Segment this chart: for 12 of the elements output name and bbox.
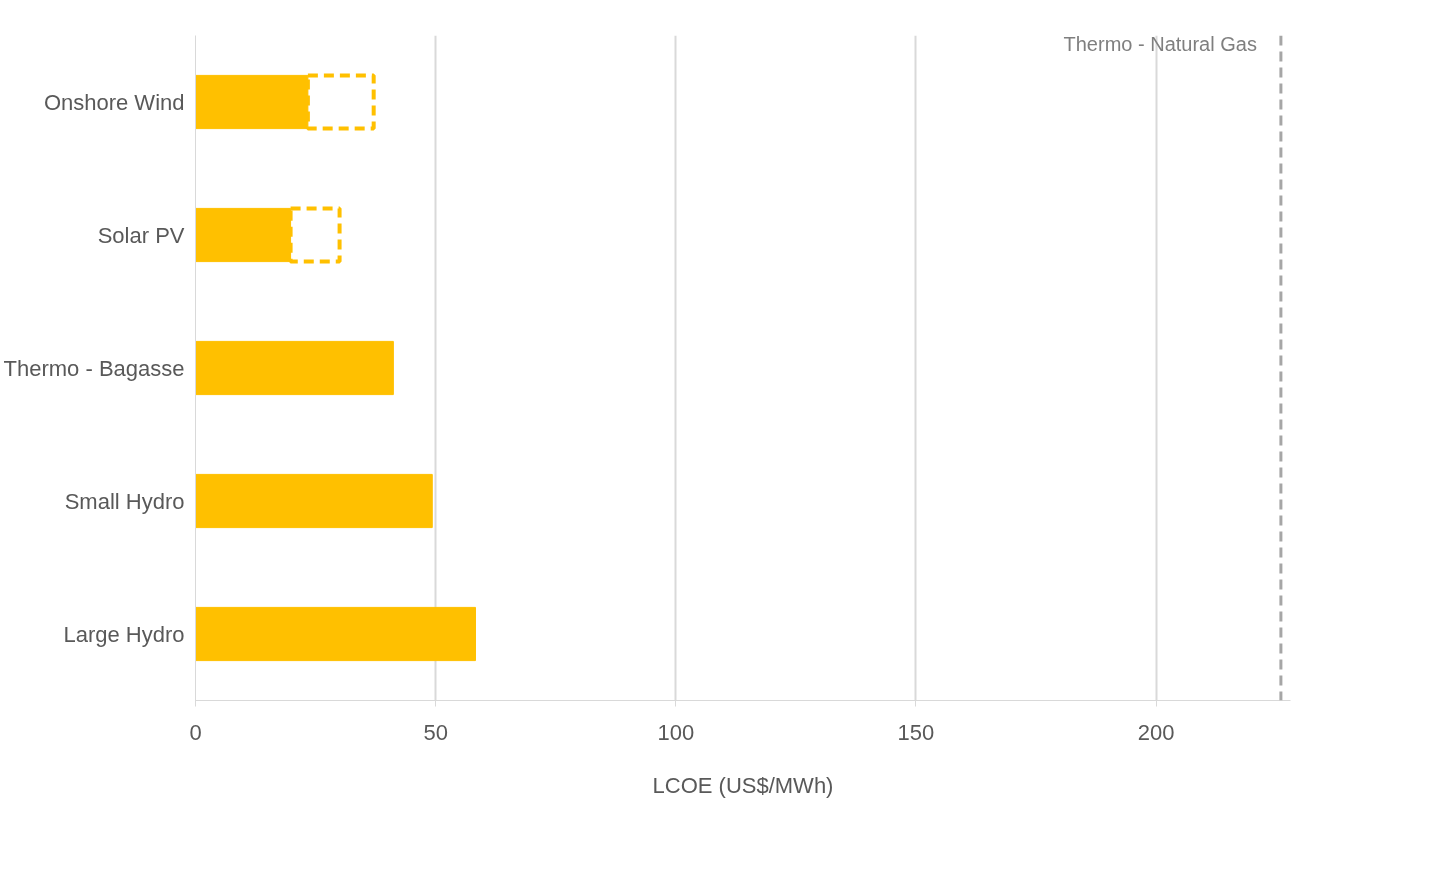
- y-tick-label: Thermo - Bagasse: [3, 355, 185, 381]
- x-tick-label: 100: [657, 719, 695, 745]
- x-tick-label: 150: [897, 719, 935, 745]
- y-tick-label: Onshore Wind: [43, 89, 185, 115]
- y-tick-label: Solar PV: [97, 222, 185, 248]
- x-tick-label: 200: [1137, 719, 1175, 745]
- y-tick-label: Small Hydro: [64, 488, 185, 514]
- x-tick-label: 50: [423, 719, 448, 745]
- x-axis-title: LCOE (US$/MWh): [652, 772, 834, 798]
- x-tick-label: 0: [189, 719, 202, 745]
- ref-line-label: Thermo - Natural Gas: [1063, 32, 1257, 55]
- y-tick-label: Large Hydro: [63, 621, 185, 647]
